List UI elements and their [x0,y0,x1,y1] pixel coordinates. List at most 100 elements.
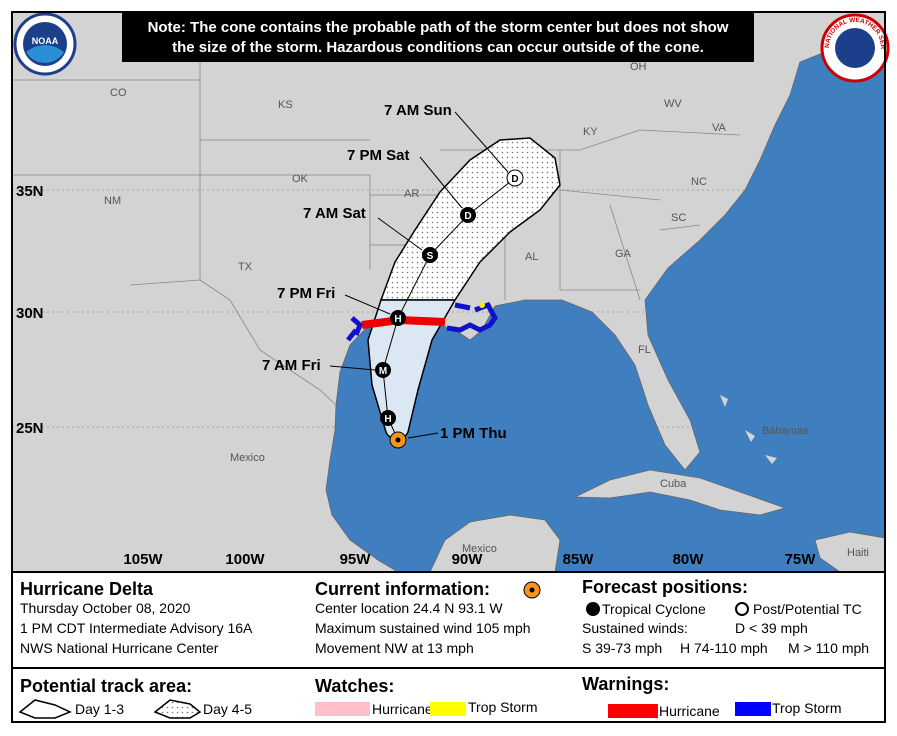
storm-advisory: 1 PM CDT Intermediate Advisory 16A [20,620,253,636]
note-text: Note: The cone contains the probable pat… [148,19,729,36]
time-label: 7 AM Sun [384,102,452,119]
lon-label: 85W [563,551,595,568]
tropical-storm-warning [446,301,498,333]
forecast-item: H 74-110 mph [680,640,768,656]
place-label: OH [630,61,647,73]
lon-label: 105W [123,551,163,568]
lon-label: 90W [452,551,484,568]
current-heading: Current information: [315,579,490,599]
forecast-point [375,362,391,378]
note: Note: The cone contains the probable pat… [122,12,754,62]
place-label: VA [712,122,727,134]
time-label: 7 AM Fri [262,357,321,374]
place-label: Cuba [660,478,687,490]
place-label: Mexico [462,543,497,555]
noaa-logo: NOAA [13,12,77,76]
warning-item: Hurricane [659,703,720,719]
place-label: Mexico [230,452,265,464]
lat-labels: 35N 30N 25N [16,183,44,437]
watch-item: Hurricane [372,701,433,717]
forecast-item: Tropical Cyclone [602,601,706,617]
time-label: 7 PM Fri [277,285,335,302]
lon-label: 80W [673,551,705,568]
current-line: Maximum sustained wind 105 mph [315,620,531,636]
place-label: NM [104,195,121,207]
watches-heading: Watches: [315,676,394,696]
lat-label: 35N [16,183,44,200]
storm-name: Hurricane Delta [20,579,154,599]
time-label: 7 PM Sat [347,147,410,164]
forecast-point [380,410,396,426]
forecast-heading: Forecast positions: [582,577,748,597]
forecast-item: D < 39 mph [735,620,808,636]
note-text: the size of the storm. Hazardous conditi… [172,39,704,56]
tropical-icon [586,602,600,616]
track: H M H S D D [375,169,524,449]
ts-watch-swatch [430,702,466,716]
warnings-heading: Warnings: [582,674,669,694]
place-label: Haiti [847,547,869,559]
day13-icon [18,699,72,719]
forecast-point [390,310,406,326]
lon-label: 95W [340,551,372,568]
place-label: SC [671,212,686,224]
place-label: KY [583,126,598,138]
legend: Hurricane Delta Thursday October 08, 202… [11,571,886,723]
forecast-symbol: H [384,414,391,425]
place-label: AR [404,188,419,200]
place-label: CO [110,87,127,99]
bahamas [720,395,777,464]
time-labels [329,111,509,439]
place-label: WV [664,98,682,110]
lon-label: 75W [785,551,817,568]
forecast-point [506,169,524,187]
tropical-storm-warning [346,316,363,342]
place-label: GA [615,248,632,260]
forecast-symbol: D [464,211,471,222]
day45-icon [153,699,202,719]
post-icon [735,602,749,616]
place-label: AL [525,251,538,263]
lon-label: 100W [225,551,265,568]
lon-labels: 105W 100W 95W 90W 85W 80W 75W [123,551,816,568]
place-label: Bahamas [762,425,809,437]
forecast-point [422,247,438,263]
forecast-symbol: S [427,251,434,262]
track-area-heading: Potential track area: [20,676,192,696]
current-line: Center location 24.4 N 93.1 W [315,600,503,616]
watch-item: Trop Storm [468,699,538,715]
ts-warning-swatch [735,702,771,716]
lat-label: 30N [16,305,44,322]
cuba [574,469,787,516]
current-line: Movement NW at 13 mph [315,640,474,656]
forecast-item: S 39-73 mph [582,640,662,656]
time-label: 7 AM Sat [303,205,366,222]
lat-label: 25N [16,420,44,437]
track-area-item: Day 4-5 [203,701,252,717]
noaa-text: NOAA [32,36,59,46]
place-label: OK [292,173,309,185]
yucatan [429,514,561,573]
map: CO KS OK NM TX AR LA MS AL TN KY GA SC N… [0,0,890,573]
tropical-storm-watch [479,302,485,308]
forecast-symbol: H [394,314,401,325]
warning-item: Trop Storm [772,700,842,716]
hurricane-warning-swatch [608,704,658,718]
place-label: NC [691,176,707,188]
forecast-symbol: M [379,366,387,377]
forecast-item: Sustained winds: [582,620,688,636]
storm-date: Thursday October 08, 2020 [20,600,191,616]
place-label: FL [638,344,651,356]
note-box [122,12,754,62]
current-position-dot [395,437,401,443]
place-label: TX [238,261,253,273]
storm-source: NWS National Hurricane Center [20,640,219,656]
forecast-item: M > 110 mph [788,640,869,656]
track-area-item: Day 1-3 [75,701,124,717]
legend-frame [11,571,886,723]
place-label: KS [278,99,293,111]
forecast-item: Post/Potential TC [753,601,862,617]
current-icon-dot [529,587,535,593]
forecast-symbol: D [511,174,518,185]
